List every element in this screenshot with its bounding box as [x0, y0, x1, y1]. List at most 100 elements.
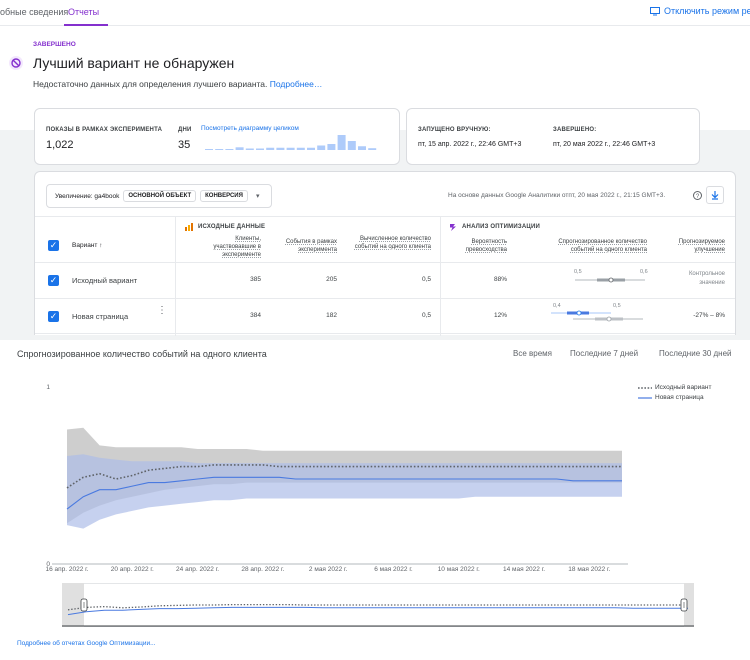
status-description: Недостаточно данных для определения лучш…	[33, 79, 268, 89]
days-value: 35	[178, 139, 191, 151]
arrow-up-icon: ↑	[99, 242, 103, 249]
forecast-boxplot	[575, 277, 645, 283]
events-value: 205	[326, 276, 337, 283]
sparkline-bar	[276, 147, 285, 150]
range-high: 0,5	[613, 303, 621, 309]
y-tick-label: 1	[46, 384, 50, 391]
sparkline-bar	[235, 147, 244, 150]
navigator-line	[67, 606, 688, 616]
col-forecast[interactable]: Спрогнозированное количество событий на …	[558, 239, 647, 253]
range-all-button[interactable]: Все время	[513, 349, 552, 358]
navigator-line	[67, 603, 688, 611]
sparkline-bar	[215, 149, 224, 150]
computed-value: 0,5	[421, 312, 431, 319]
col-probability[interactable]: Вероятность превосходства	[465, 239, 507, 253]
zoom-filter[interactable]: Увеличение: ga4book ОСНОВНОЙ ОБЪЕКТ КОНВ…	[46, 184, 272, 208]
improvement-value: -27% – 8%	[693, 312, 725, 319]
events-value: 182	[326, 312, 337, 319]
help-icon[interactable]: ?	[693, 191, 702, 200]
column-divider	[175, 216, 176, 336]
col-events[interactable]: События в рамках эксперимента	[285, 239, 337, 253]
range-7-button[interactable]: Последние 7 дней	[570, 349, 639, 358]
footer-link[interactable]: Подробнее об отчетах Google Оптимизации.…	[17, 640, 156, 647]
legend-label: Исходный вариант	[655, 384, 712, 391]
divider	[35, 262, 735, 263]
impressions-value: 1,022	[46, 139, 74, 151]
y-tick-label: 0	[46, 561, 50, 568]
navigator-shade	[62, 583, 84, 627]
optimize-icon	[450, 224, 456, 231]
x-tick-label: 20 апр. 2022 г.	[110, 566, 154, 573]
col-users[interactable]: Клиенты, участвовавшие в эксперименте	[213, 236, 261, 258]
chart-title: Спрогнозированное количество событий на …	[17, 349, 267, 359]
started-label: ЗАПУЩЕНО ВРУЧНУЮ:	[418, 127, 491, 133]
x-tick-label: 16 апр. 2022 г.	[45, 566, 89, 573]
x-tick-label: 28 апр. 2022 г.	[241, 566, 285, 573]
impressions-label: ПОКАЗЫ В РАМКАХ ЭКСПЕРИМЕНТА	[46, 127, 163, 133]
x-tick-label: 18 мая 2022 г.	[568, 566, 611, 573]
range-navigator[interactable]	[62, 583, 694, 627]
chip-primary-object: ОСНОВНОЙ ОБЪЕКТ	[123, 190, 197, 202]
monitor-icon	[650, 6, 660, 15]
column-divider	[440, 216, 441, 336]
range-low: 0,4	[553, 303, 561, 309]
block-icon	[9, 56, 23, 70]
sparkline-bar	[205, 149, 213, 150]
tab-details[interactable]: обные сведения	[0, 7, 69, 17]
started-value: пт, 15 апр. 2022 г., 22:46 GMT+3	[418, 141, 522, 148]
x-tick-label: 10 мая 2022 г.	[437, 566, 480, 573]
source-note: На основе данных Google Аналитики отпт, …	[448, 192, 666, 199]
stop-edit-button[interactable]: Отключить режим ред	[650, 6, 750, 16]
row-checkbox[interactable]: ✓	[48, 311, 59, 322]
section-source-label: ИСХОДНЫЕ ДАННЫЕ	[198, 224, 266, 230]
sparkline-bar	[337, 135, 346, 150]
divider	[35, 216, 735, 217]
sparkline-bar	[368, 148, 377, 150]
col-variant-label: Вариант	[72, 242, 98, 249]
probability-value: 88%	[493, 276, 507, 283]
sparkline-bar	[296, 147, 305, 150]
improvement-value: Контрольное значение	[688, 271, 725, 286]
forecast-boxplot	[551, 310, 643, 322]
tab-reports[interactable]: Отчеты	[68, 7, 100, 17]
section-source: ИСХОДНЫЕ ДАННЫЕ	[185, 223, 265, 231]
x-tick-label: 14 мая 2022 г.	[502, 566, 546, 573]
status-badge: ЗАВЕРШЕНО	[33, 41, 76, 48]
col-improvement[interactable]: Прогнозируемое улучшение	[678, 239, 725, 253]
chart-legend: Исходный вариант Новая страница	[638, 384, 712, 401]
top-tabs: обные сведения Отчеты Отключить режим ре…	[0, 0, 750, 26]
variant-name: Исходный вариант	[72, 276, 138, 285]
more-link[interactable]: Подробнее…	[269, 79, 323, 89]
legend-solid-swatch	[638, 396, 652, 399]
results-card: Увеличение: ga4book ОСНОВНОЙ ОБЪЕКТ КОНВ…	[34, 171, 736, 336]
series-line	[66, 476, 622, 510]
select-all-checkbox[interactable]: ✓	[48, 240, 59, 251]
analytics-icon	[185, 223, 193, 231]
view-chart-link[interactable]: Посмотреть диаграмму целиком	[201, 125, 299, 132]
range-low: 0,5	[574, 269, 582, 275]
ended-label: ЗАВЕРШЕНО:	[553, 127, 597, 133]
page-title: Лучший вариант не обнаружен	[33, 55, 235, 71]
legend-label: Новая страница	[655, 394, 704, 401]
main-chart: 01	[46, 384, 628, 568]
status-description-line: Недостаточно данных для определения лучш…	[33, 79, 322, 89]
download-button[interactable]	[706, 186, 724, 204]
x-tick-label: 24 апр. 2022 г.	[176, 566, 220, 573]
more-vert-icon[interactable]: ⋮	[157, 305, 167, 316]
col-computed[interactable]: Вычисленное количество событий на одного…	[354, 236, 431, 250]
tab-active-indicator	[64, 24, 108, 26]
row-checkbox[interactable]: ✓	[48, 275, 59, 286]
sparkline-bar	[266, 147, 275, 150]
divider	[35, 298, 735, 299]
variant-name: Новая страница	[72, 312, 129, 321]
stop-edit-label: Отключить режим ред	[664, 6, 750, 16]
range-high: 0,6	[640, 269, 648, 275]
x-tick-label: 6 мая 2022 г.	[374, 566, 413, 573]
dates-card: ЗАПУЩЕНО ВРУЧНУЮ: пт, 15 апр. 2022 г., 2…	[406, 108, 700, 165]
sparkline-bar	[256, 148, 264, 150]
series-line	[66, 464, 622, 489]
col-variant[interactable]: Вариант ↑	[72, 242, 102, 249]
sparkline-bar	[317, 145, 326, 150]
range-30-button[interactable]: Последние 30 дней	[659, 349, 732, 358]
zoom-label: Увеличение: ga4book	[55, 192, 120, 200]
